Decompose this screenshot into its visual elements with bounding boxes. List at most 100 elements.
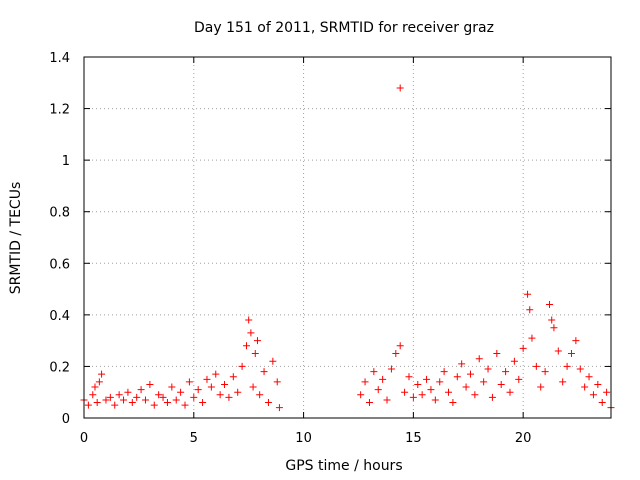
data-point bbox=[519, 344, 527, 352]
data-point bbox=[229, 373, 237, 381]
data-point bbox=[221, 380, 229, 388]
data-point bbox=[269, 357, 277, 365]
data-point bbox=[559, 378, 567, 386]
data-point bbox=[238, 362, 246, 370]
chart-title: Day 151 of 2011, SRMTID for receiver gra… bbox=[194, 20, 494, 36]
data-point bbox=[185, 378, 193, 386]
data-point bbox=[449, 399, 457, 407]
data-point bbox=[177, 388, 185, 396]
data-point bbox=[133, 393, 141, 401]
data-point bbox=[392, 350, 400, 358]
tick-labels: 0 5 10 15 20 0 0.2 0.4 0.6 0.8 1 1.2 1.4 bbox=[49, 51, 531, 446]
data-point bbox=[124, 388, 132, 396]
y-tick-label: 1.4 bbox=[49, 51, 70, 66]
data-point bbox=[453, 373, 461, 381]
data-point bbox=[493, 350, 501, 358]
data-point bbox=[528, 334, 536, 342]
data-point bbox=[427, 386, 435, 394]
data-point bbox=[370, 368, 378, 376]
data-point bbox=[361, 378, 369, 386]
data-point bbox=[95, 378, 103, 386]
x-tick-label: 0 bbox=[80, 431, 88, 446]
data-point bbox=[374, 386, 382, 394]
data-point bbox=[212, 370, 220, 378]
data-point bbox=[589, 391, 597, 399]
data-point bbox=[190, 393, 198, 401]
data-point bbox=[168, 383, 176, 391]
data-point bbox=[550, 324, 558, 332]
data-point bbox=[245, 316, 253, 324]
data-point bbox=[84, 401, 92, 409]
y-tick-label: 0 bbox=[62, 412, 70, 427]
data-point bbox=[273, 378, 281, 386]
data-point bbox=[203, 375, 211, 383]
grid bbox=[84, 57, 611, 418]
y-tick-label: 1 bbox=[62, 154, 70, 169]
data-point bbox=[275, 404, 283, 412]
data-point bbox=[199, 399, 207, 407]
data-point bbox=[249, 383, 257, 391]
data-point bbox=[506, 388, 514, 396]
data-point bbox=[532, 362, 540, 370]
data-point bbox=[93, 399, 101, 407]
x-axis-label: GPS time / hours bbox=[285, 458, 402, 474]
data-point bbox=[264, 399, 272, 407]
data-point bbox=[146, 380, 154, 388]
data-point bbox=[594, 380, 602, 388]
data-point bbox=[541, 368, 549, 376]
data-point bbox=[163, 399, 171, 407]
data-point bbox=[431, 396, 439, 404]
data-point bbox=[120, 396, 128, 404]
data-point bbox=[216, 391, 224, 399]
data-point bbox=[418, 391, 426, 399]
data-point bbox=[234, 388, 242, 396]
data-point bbox=[396, 342, 404, 350]
data-point bbox=[253, 337, 261, 345]
data-point bbox=[111, 401, 119, 409]
y-axis-label: SRMTID / TECUs bbox=[8, 182, 24, 295]
data-point bbox=[91, 383, 99, 391]
data-point bbox=[502, 368, 510, 376]
data-point bbox=[598, 399, 606, 407]
data-point bbox=[466, 370, 474, 378]
axis-ticks bbox=[83, 56, 611, 419]
data-point bbox=[401, 388, 409, 396]
data-point bbox=[128, 399, 136, 407]
y-tick-label: 1.2 bbox=[49, 103, 70, 118]
data-point bbox=[423, 375, 431, 383]
data-point bbox=[98, 370, 106, 378]
y-tick-label: 0.8 bbox=[49, 206, 70, 221]
data-point bbox=[172, 396, 180, 404]
y-tick-label: 0.2 bbox=[49, 360, 70, 375]
data-point bbox=[383, 396, 391, 404]
data-point bbox=[242, 342, 250, 350]
data-point bbox=[89, 391, 97, 399]
data-point bbox=[387, 365, 395, 373]
data-point bbox=[563, 362, 571, 370]
data-point bbox=[567, 350, 575, 358]
x-tick-label: 15 bbox=[405, 431, 422, 446]
data-point bbox=[155, 391, 163, 399]
x-tick-label: 10 bbox=[295, 431, 312, 446]
y-tick-label: 0.6 bbox=[49, 257, 70, 272]
data-point bbox=[414, 380, 422, 388]
x-tick-label: 5 bbox=[190, 431, 198, 446]
data-point bbox=[102, 396, 110, 404]
plot-frame bbox=[83, 56, 612, 419]
data-point bbox=[576, 365, 584, 373]
data-point bbox=[471, 391, 479, 399]
data-point bbox=[554, 347, 562, 355]
y-tick-label: 0.4 bbox=[49, 309, 70, 324]
data-point bbox=[141, 396, 149, 404]
data-point bbox=[497, 380, 505, 388]
data-point bbox=[357, 391, 365, 399]
data-point bbox=[194, 386, 202, 394]
data-point bbox=[480, 378, 488, 386]
data-point bbox=[585, 373, 593, 381]
data-point bbox=[181, 401, 189, 409]
data-point bbox=[475, 355, 483, 363]
data-point bbox=[106, 393, 114, 401]
data-point bbox=[526, 306, 534, 314]
data-point bbox=[150, 401, 158, 409]
